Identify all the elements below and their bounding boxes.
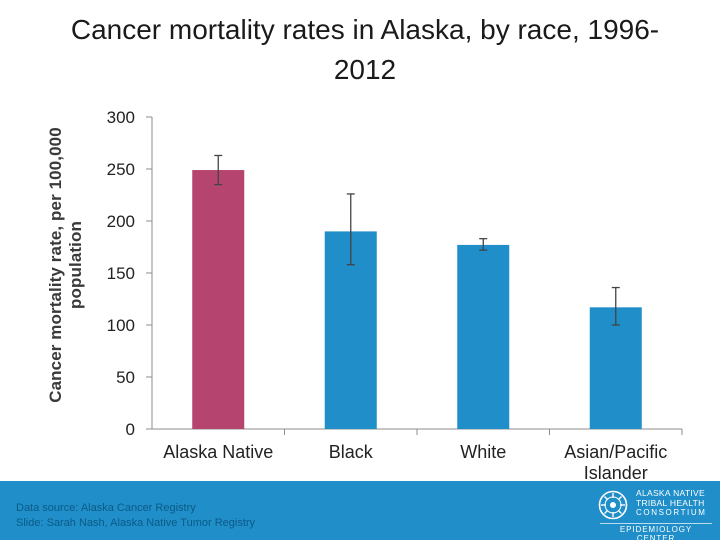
bar-chart: 0 50 100 150 200 250 300 Alaska Native Black Whit… (107, 108, 683, 481)
category-label: Alaska Native (163, 442, 273, 462)
y-tick-label: 100 (107, 316, 135, 335)
category-label: Black (329, 442, 374, 462)
y-tick-label: 300 (107, 108, 135, 127)
logo-line-2: TRIBAL HEALTH (636, 498, 705, 508)
bar (192, 170, 245, 430)
error-bar (611, 286, 620, 326)
category-label: Asian/Pacific Islander (564, 442, 667, 481)
consortium-logo: ALASKA NATIVE TRIBAL HEALTH CONSORTIUM E… (598, 486, 716, 543)
y-tick-label: 50 (116, 368, 135, 387)
seal-icon (598, 490, 628, 520)
data-source-text: Data source: Alaska Cancer Registry (16, 502, 196, 514)
logo-line-1: ALASKA NATIVE (636, 488, 705, 498)
y-tick-label: 200 (107, 212, 135, 231)
y-tick-label: 250 (107, 160, 135, 179)
y-tick-label: 150 (107, 264, 135, 283)
error-bar (479, 238, 488, 251)
bar (589, 307, 642, 429)
error-bar (346, 193, 355, 266)
bar (457, 244, 510, 429)
logo-line-4: EPIDEMIOLOGY CENTER (600, 523, 712, 543)
footer-bar: Data source: Alaska Cancer Registry Slid… (0, 481, 720, 543)
slide-credit-text: Slide: Sarah Nash, Alaska Native Tumor R… (16, 517, 256, 529)
error-bar (214, 154, 223, 186)
category-label: White (460, 442, 506, 462)
chart-title: Cancer mortality rates in Alaska, by rac… (70, 14, 660, 85)
y-tick-label: 0 (126, 420, 135, 439)
logo-line-3: CONSORTIUM (636, 508, 707, 517)
